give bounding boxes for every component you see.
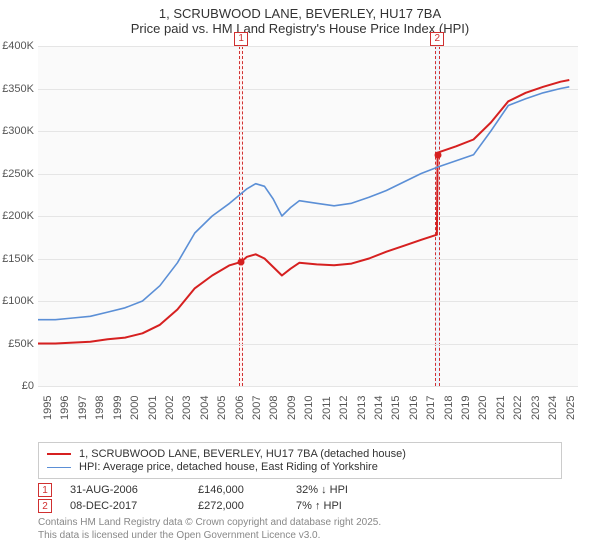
footer-line-1: Contains HM Land Registry data © Crown c…	[38, 517, 562, 530]
sales-hpi-diff: 7% ↑ HPI	[296, 500, 396, 512]
sales-price: £146,000	[198, 484, 278, 496]
attribution-footer: Contains HM Land Registry data © Crown c…	[38, 517, 562, 542]
legend-item: 1, SCRUBWOOD LANE, BEVERLEY, HU17 7BA (d…	[47, 448, 553, 460]
chart-title: 1, SCRUBWOOD LANE, BEVERLEY, HU17 7BA Pr…	[0, 0, 600, 38]
sales-date: 31-AUG-2006	[70, 484, 180, 496]
legend-label: HPI: Average price, detached house, East…	[79, 461, 378, 473]
sales-row: 1 31-AUG-2006 £146,000 32% ↓ HPI	[38, 483, 562, 497]
footer-line-2: This data is licensed under the Open Gov…	[38, 530, 562, 543]
legend-swatch	[47, 453, 71, 455]
sales-date: 08-DEC-2017	[70, 500, 180, 512]
chart-legend: 1, SCRUBWOOD LANE, BEVERLEY, HU17 7BA (d…	[38, 442, 562, 479]
legend-item: HPI: Average price, detached house, East…	[47, 461, 553, 473]
sales-row: 2 08-DEC-2017 £272,000 7% ↑ HPI	[38, 499, 562, 513]
series-line-price_paid	[38, 80, 569, 344]
sale-point-dot	[434, 151, 441, 158]
title-line-1: 1, SCRUBWOOD LANE, BEVERLEY, HU17 7BA	[4, 6, 596, 21]
price-chart: 12£0£50K£100K£150K£200K£250K£300K£350K£4…	[0, 38, 600, 438]
sales-hpi-diff: 32% ↓ HPI	[296, 484, 396, 496]
sales-table: 1 31-AUG-2006 £146,000 32% ↓ HPI 2 08-DEC-201…	[38, 483, 562, 513]
legend-swatch	[47, 467, 71, 468]
sales-index-badge: 2	[38, 499, 52, 513]
sale-point-dot	[238, 258, 245, 265]
series-line-hpi	[38, 87, 569, 320]
sales-price: £272,000	[198, 500, 278, 512]
chart-lines	[0, 38, 600, 438]
title-line-2: Price paid vs. HM Land Registry's House …	[4, 21, 596, 36]
sales-index-badge: 1	[38, 483, 52, 497]
legend-label: 1, SCRUBWOOD LANE, BEVERLEY, HU17 7BA (d…	[79, 448, 406, 460]
